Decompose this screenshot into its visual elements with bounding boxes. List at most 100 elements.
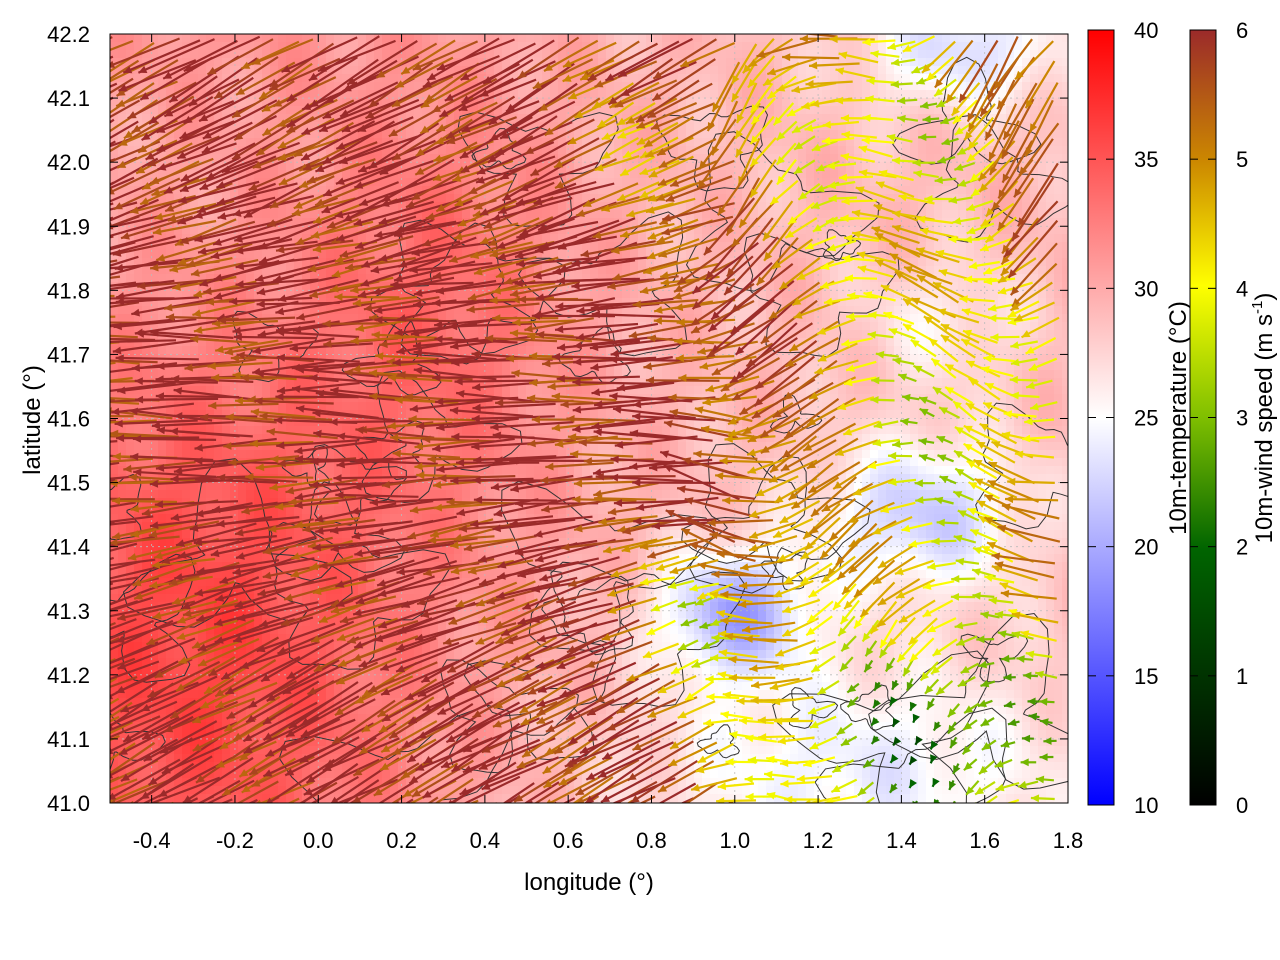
heatmap-cell	[198, 66, 207, 75]
heatmap-cell	[230, 490, 239, 499]
heatmap-cell	[406, 650, 415, 659]
heatmap-cell	[230, 402, 239, 411]
heatmap-cell	[310, 618, 319, 627]
heatmap-cell	[478, 426, 487, 435]
heatmap-cell	[190, 690, 199, 699]
heatmap-cell	[438, 490, 447, 499]
heatmap-cell	[206, 354, 215, 363]
heatmap-cell	[302, 426, 311, 435]
heatmap-cell	[462, 450, 471, 459]
heatmap-cell	[142, 426, 151, 435]
heatmap-cell	[246, 290, 255, 299]
heatmap-cell	[302, 506, 311, 515]
heatmap-cell	[278, 210, 287, 219]
heatmap-cell	[238, 450, 247, 459]
heatmap-cell	[326, 466, 335, 475]
heatmap-cell	[230, 794, 239, 803]
heatmap-cell	[478, 362, 487, 371]
heatmap-cell	[430, 34, 439, 43]
heatmap-cell	[414, 122, 423, 131]
heatmap-cell	[398, 242, 407, 251]
heatmap-cell	[262, 210, 271, 219]
heatmap-cell	[390, 346, 399, 355]
heatmap-cell	[390, 74, 399, 83]
heatmap-cell	[358, 562, 367, 571]
heatmap-cell	[350, 402, 359, 411]
heatmap-cell	[286, 34, 295, 43]
heatmap-cell	[406, 466, 415, 475]
heatmap-cell	[302, 50, 311, 59]
heatmap-cell	[518, 346, 527, 355]
heatmap-cell	[462, 274, 471, 283]
heatmap-cell	[358, 306, 367, 315]
heatmap-cell	[502, 530, 511, 539]
heatmap-cell	[318, 450, 327, 459]
heatmap-cell	[158, 514, 167, 523]
heatmap-cell	[326, 82, 335, 91]
heatmap-cell	[486, 490, 495, 499]
heatmap-cell	[118, 34, 127, 43]
heatmap-cell	[110, 442, 119, 451]
heatmap-cell	[230, 386, 239, 395]
heatmap-cell	[118, 754, 127, 763]
heatmap-cell	[214, 386, 223, 395]
heatmap-cell	[358, 346, 367, 355]
heatmap-cell	[358, 58, 367, 67]
heatmap-cell	[182, 666, 191, 675]
heatmap-cell	[270, 42, 279, 51]
heatmap-cell	[158, 34, 167, 43]
heatmap-cell	[382, 770, 391, 779]
heatmap-cell	[142, 34, 151, 43]
heatmap-cell	[278, 58, 287, 67]
heatmap-cell	[350, 90, 359, 99]
heatmap-cell	[334, 346, 343, 355]
heatmap-cell	[174, 730, 183, 739]
heatmap-cell	[510, 362, 519, 371]
heatmap-cell	[366, 82, 375, 91]
heatmap-cell	[134, 546, 143, 555]
heatmap-cell	[166, 490, 175, 499]
heatmap-cell	[470, 554, 479, 563]
heatmap-cell	[510, 386, 519, 395]
heatmap-cell	[334, 506, 343, 515]
heatmap-cell	[462, 554, 471, 563]
heatmap-cell	[406, 170, 415, 179]
heatmap-cell	[126, 490, 135, 499]
heatmap-cell	[190, 450, 199, 459]
heatmap-cell	[214, 34, 223, 43]
heatmap-cell	[166, 674, 175, 683]
heatmap-cell	[230, 466, 239, 475]
heatmap-cell	[278, 530, 287, 539]
heatmap-cell	[510, 466, 519, 475]
heatmap-cell	[486, 794, 495, 803]
heatmap-cell	[190, 74, 199, 83]
heatmap-cell	[382, 514, 391, 523]
heatmap-cell	[454, 290, 463, 299]
heatmap-cell	[470, 490, 479, 499]
heatmap-cell	[438, 34, 447, 43]
heatmap-cell	[238, 482, 247, 491]
heatmap-cell	[390, 402, 399, 411]
heatmap-cell	[398, 690, 407, 699]
heatmap-cell	[294, 418, 303, 427]
heatmap-cell	[190, 722, 199, 731]
heatmap-cell	[318, 506, 327, 515]
heatmap-cell	[470, 426, 479, 435]
heatmap-cell	[246, 450, 255, 459]
heatmap-cell	[118, 50, 127, 59]
heatmap-cell	[182, 746, 191, 755]
heatmap-cell	[502, 786, 511, 795]
heatmap-cell	[406, 386, 415, 395]
heatmap-cell	[446, 490, 455, 499]
heatmap-cell	[454, 274, 463, 283]
heatmap-cell	[270, 490, 279, 499]
heatmap-cell	[190, 482, 199, 491]
heatmap-cell	[182, 346, 191, 355]
heatmap-cell	[294, 466, 303, 475]
heatmap-cell	[158, 490, 167, 499]
heatmap-cell	[510, 42, 519, 51]
heatmap-cell	[446, 378, 455, 387]
heatmap-cell	[374, 250, 383, 259]
heatmap-cell	[462, 34, 471, 43]
heatmap-cell	[278, 90, 287, 99]
